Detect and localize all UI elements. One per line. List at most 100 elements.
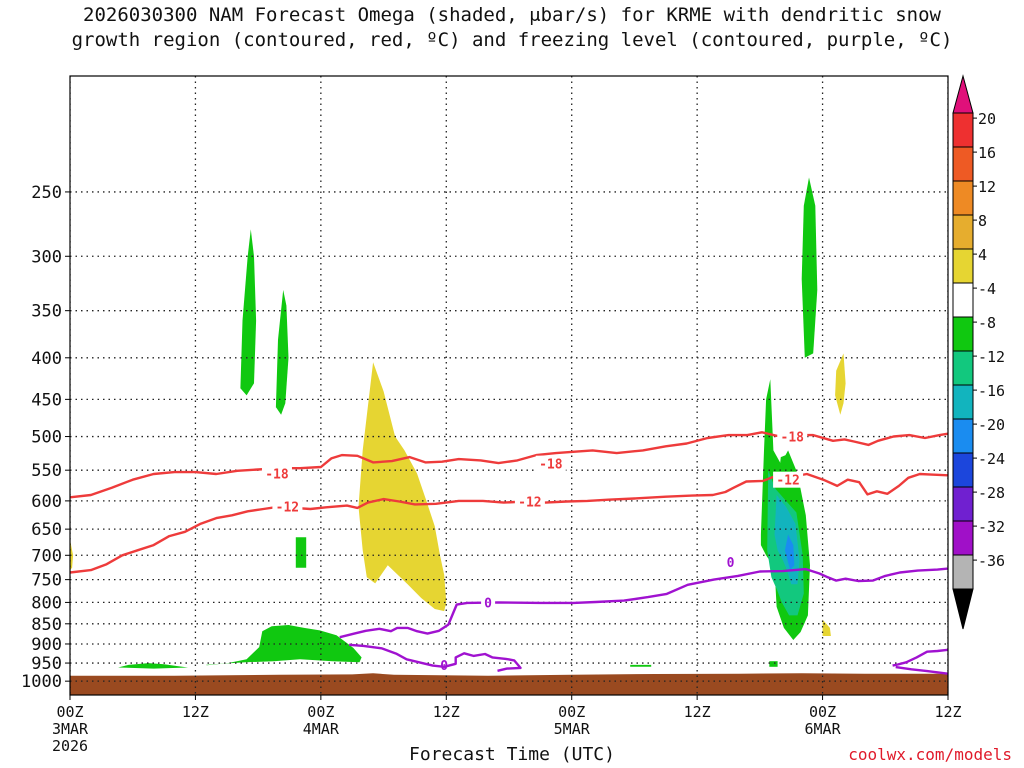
colorbar-bin-3	[952, 214, 974, 250]
y-tick-label-950: 950	[31, 654, 62, 674]
y-tick-label-750: 750	[31, 571, 62, 591]
y-tick-label-500: 500	[31, 428, 62, 448]
y-tick-label-800: 800	[31, 593, 62, 613]
chart-title-line-2: growth region (contoured, red, ºC) and f…	[71, 29, 953, 51]
contour-label-dgz-minus12-0: -12	[276, 501, 299, 516]
colorbar-label-8: -16	[978, 382, 1005, 400]
colorbar-label-7: -12	[978, 348, 1005, 366]
colorbar-label-3: 8	[978, 212, 987, 230]
colorbar-label-13: -36	[978, 552, 1005, 570]
contour-label-bg-dgz-minus18-1	[535, 455, 566, 472]
colorbar-bin-7	[952, 350, 974, 386]
colorbar-label-4: 4	[978, 246, 987, 264]
contour-label-dgz-minus12-1: -12	[518, 495, 541, 510]
colorbar-bin-0	[952, 112, 974, 148]
omega-region-16	[630, 664, 652, 667]
omega-region-15	[769, 661, 778, 667]
colorbar-bin-9	[952, 418, 974, 454]
contour-freezing-level-right	[892, 648, 948, 667]
omega-region-0	[240, 229, 257, 396]
omega-region-3	[358, 362, 447, 612]
contour-label-bg-freezing-level-0	[481, 594, 496, 611]
colorbar-bin-4	[952, 248, 974, 284]
contour-label-dgz-minus18-0: -18	[265, 467, 289, 482]
chart-title-line-1: 2026030300 NAM Forecast Omega (shaded, μ…	[83, 4, 941, 26]
colorbar-label-5: -4	[978, 280, 996, 298]
contour-label-freezing-level-2: 0	[727, 556, 735, 571]
colorbar-bin-1	[952, 146, 974, 182]
contour-freezing-level-lower	[349, 643, 522, 672]
contour-label-dgz-minus12-2: -12	[776, 474, 799, 489]
colorbar-bin-13	[952, 554, 974, 590]
y-tick-label-550: 550	[31, 461, 62, 481]
x-tick-label-0-2: 2026	[52, 737, 88, 755]
contour-label-bg-freezing-level-1	[437, 656, 452, 673]
x-tick-label-0-0: 00Z	[56, 703, 83, 721]
colorbar-label-6: -8	[978, 314, 996, 332]
y-tick-label-350: 350	[31, 302, 62, 322]
contour-label-bg-dgz-minus18-0	[261, 465, 292, 482]
colorbar-label-0: 20	[978, 110, 996, 128]
x-tick-label-24-0: 00Z	[307, 703, 334, 721]
contour-label-bg-dgz-minus18-2	[777, 428, 808, 445]
colorbar-top-arrow	[952, 74, 974, 114]
plot-frame	[69, 75, 949, 696]
x-axis-label: Forecast Time (UTC)	[409, 744, 615, 765]
contour-label-freezing-level-0: 0	[484, 596, 492, 611]
source-credit[interactable]: coolwx.com/models	[848, 745, 1012, 764]
x-tick-label-36-0: 12Z	[433, 703, 460, 721]
contour-dgz-minus12	[70, 472, 948, 574]
contour-freezing-level	[339, 567, 948, 639]
x-tick-label-48-1: 5MAR	[554, 720, 591, 738]
x-tick-label-0-1: 3MAR	[52, 720, 89, 738]
x-tick-label-60-0: 12Z	[684, 703, 711, 721]
y-tick-label-250: 250	[31, 183, 62, 203]
colorbar-bin-5	[952, 282, 974, 318]
colorbar-label-9: -20	[978, 416, 1005, 434]
y-tick-label-400: 400	[31, 349, 62, 369]
contour-freezing-level-right-b	[895, 665, 948, 675]
y-tick-label-650: 650	[31, 520, 62, 540]
colorbar-label-10: -24	[978, 450, 1005, 468]
contour-dgz-minus18	[70, 431, 948, 499]
omega-region-9	[784, 534, 795, 571]
x-tick-label-84-0: 12Z	[934, 703, 961, 721]
colorbar-bottom-arrow	[952, 588, 974, 630]
colorbar-bin-8	[952, 384, 974, 420]
omega-region-17	[70, 539, 74, 571]
omega-region-13	[835, 353, 846, 415]
colorbar-bin-12	[952, 520, 974, 556]
colorbar-bin-2	[952, 180, 974, 216]
omega-region-14	[822, 619, 831, 636]
colorbar-label-1: 16	[978, 144, 996, 162]
y-tick-label-1000: 1000	[21, 672, 62, 692]
x-tick-label-24-1: 4MAR	[303, 720, 340, 738]
y-tick-label-450: 450	[31, 390, 62, 410]
y-tick-label-300: 300	[31, 247, 62, 267]
colorbar-bin-6	[952, 316, 974, 352]
contour-label-bg-dgz-minus12-0	[272, 498, 303, 515]
x-tick-label-72-0: 00Z	[809, 703, 836, 721]
omega-region-2	[295, 537, 307, 568]
contour-label-bg-dgz-minus12-2	[773, 471, 804, 488]
contour-label-dgz-minus18-2: -18	[781, 431, 805, 446]
ground-terrain	[70, 673, 948, 695]
omega-region-4	[118, 663, 189, 669]
y-tick-label-700: 700	[31, 546, 62, 566]
y-tick-label-600: 600	[31, 492, 62, 512]
x-tick-label-48-0: 00Z	[558, 703, 585, 721]
contour-label-dgz-minus18-1: -18	[539, 458, 563, 473]
y-tick-label-900: 900	[31, 635, 62, 655]
omega-region-11	[801, 177, 818, 358]
contour-label-bg-freezing-level-2	[723, 553, 738, 570]
y-tick-label-850: 850	[31, 615, 62, 635]
colorbar-label-12: -32	[978, 518, 1005, 536]
omega-region-1	[275, 289, 289, 415]
colorbar-bin-11	[952, 486, 974, 522]
colorbar-bin-10	[952, 452, 974, 488]
omega-region-5	[205, 625, 362, 666]
contour-label-bg-dgz-minus12-1	[514, 493, 545, 510]
x-tick-label-72-1: 6MAR	[805, 720, 842, 738]
